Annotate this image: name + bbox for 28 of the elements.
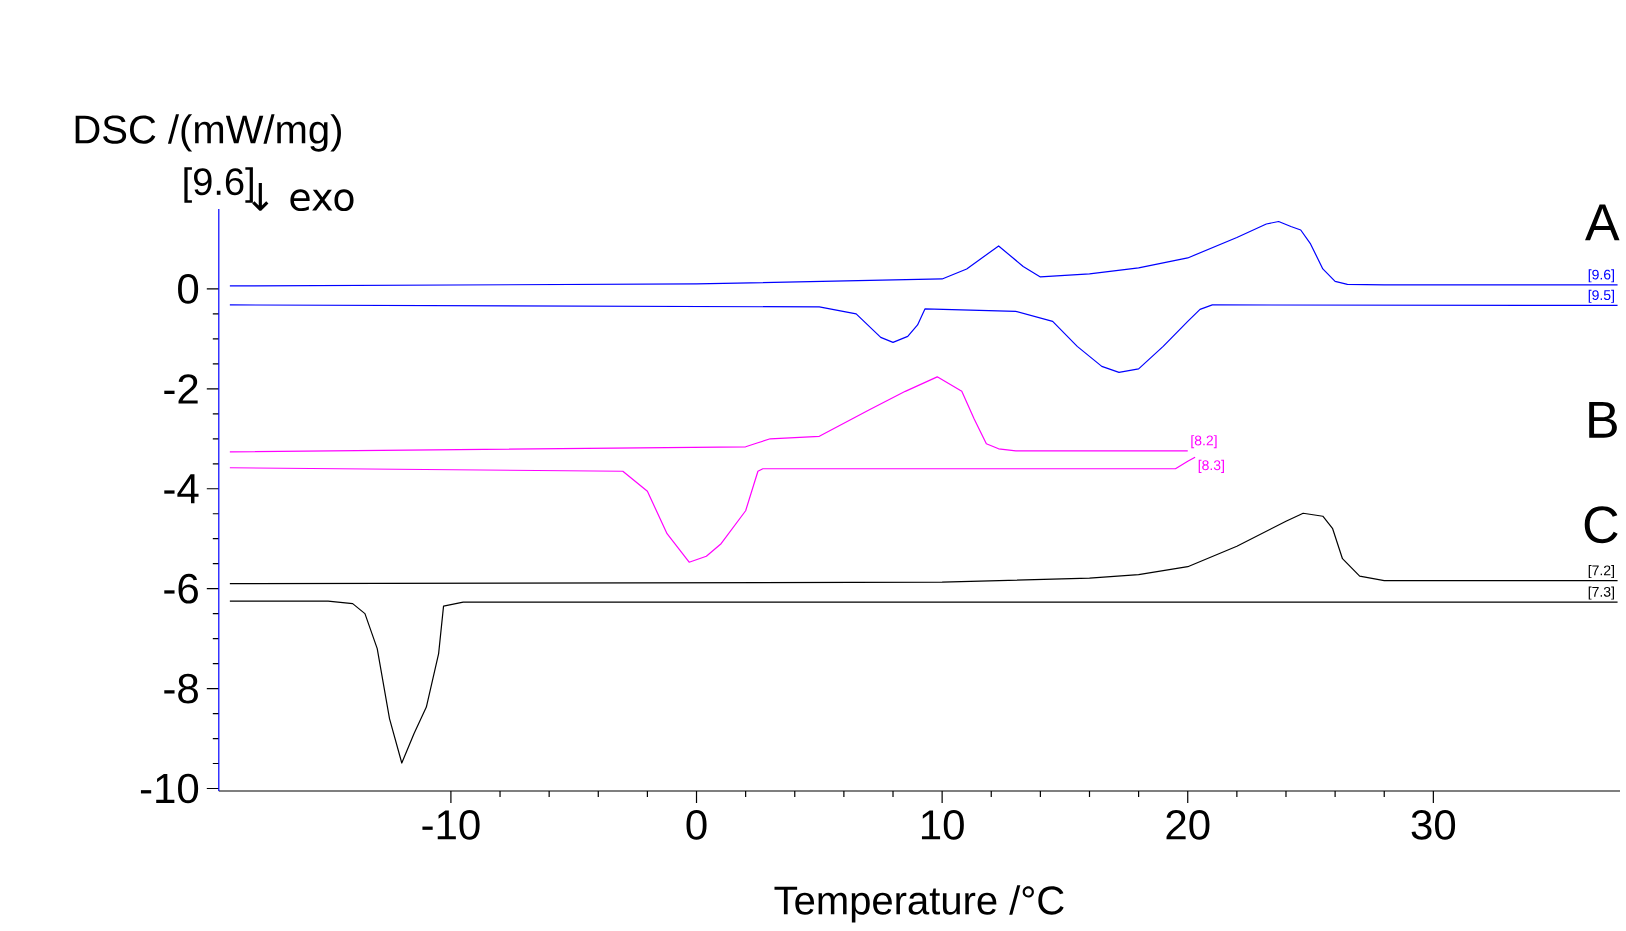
x-tick-label: 10	[921, 810, 964, 840]
annotation: C	[1584, 506, 1618, 544]
annotation: A	[1585, 204, 1620, 241]
annotation: ↓ exo	[252, 182, 354, 212]
y-axis-title: DSC /(mW/mg)	[75, 114, 341, 152]
series-label: [9.6]	[1588, 269, 1614, 283]
line-series	[229, 376, 1189, 453]
x-tick-label: -10	[422, 810, 480, 840]
y-tick-label: -4	[164, 474, 199, 504]
series-label: [8.3]	[1198, 459, 1224, 473]
line-series	[229, 456, 1196, 563]
text: [9.6]	[184, 167, 253, 203]
series-label: [9.5]	[1588, 289, 1614, 303]
x-tick-label: 0	[686, 810, 707, 840]
y-tick-label: -8	[164, 673, 198, 704]
series-label: [8.2]	[1191, 435, 1217, 449]
line-series	[229, 600, 1619, 764]
y-tick-label: -10	[140, 773, 199, 804]
x-tick-label: 30	[1411, 810, 1456, 840]
annotation: B	[1589, 401, 1617, 438]
line-series	[229, 304, 1619, 373]
series-label: [7.3]	[1588, 586, 1614, 600]
x-axis-title: Temperature /°C	[774, 885, 1064, 923]
y-tick-label: -6	[164, 573, 198, 604]
series-label: [7.2]	[1588, 565, 1614, 579]
y-tick-label: -2	[164, 374, 198, 404]
y-tick-label: 0	[178, 274, 199, 304]
x-tick-label: 20	[1166, 810, 1210, 840]
